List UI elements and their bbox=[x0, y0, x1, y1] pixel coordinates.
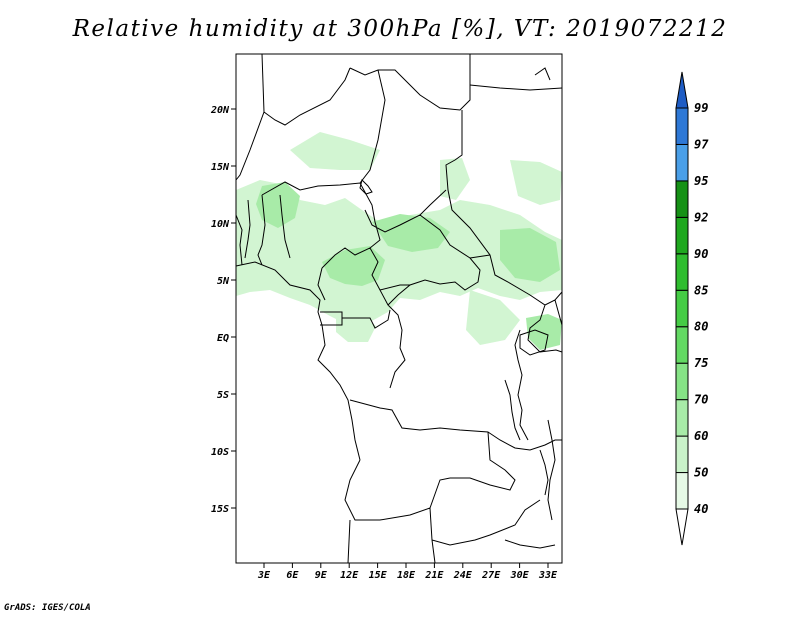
colorbar-segment bbox=[675, 472, 689, 510]
lat-label: 5S bbox=[217, 390, 229, 401]
colorbar-segment bbox=[675, 326, 689, 364]
coastline bbox=[235, 261, 556, 521]
humidity-patch-lake-region bbox=[526, 314, 562, 350]
red-sea-coast bbox=[469, 67, 563, 91]
colorbar-label: 85 bbox=[694, 283, 708, 297]
humidity-patch-gabon bbox=[336, 314, 376, 342]
colorbar: 40 50 60 70 75 80 85 90 92 95 97 99 bbox=[675, 71, 709, 546]
grads-credit: GrADS: IGES/COLA bbox=[4, 603, 91, 613]
lat-label: 10S bbox=[211, 447, 229, 458]
humidity-patch-chad bbox=[372, 214, 450, 252]
lon-label: 15E bbox=[369, 570, 388, 581]
lat-label: EQ bbox=[217, 333, 229, 344]
humidity-patch-north-sahel bbox=[290, 132, 380, 170]
colorbar-label: 95 bbox=[694, 174, 708, 188]
humidity-patch-congo-north bbox=[466, 290, 520, 345]
lon-label: 21E bbox=[424, 570, 444, 581]
colorbar-label: 99 bbox=[694, 101, 708, 115]
humidity-patch-cameroon bbox=[322, 246, 385, 286]
colorbar-label: 60 bbox=[694, 429, 708, 443]
humidity-shading bbox=[236, 132, 562, 350]
humidity-band-west-africa bbox=[236, 180, 562, 326]
lon-label: 33E bbox=[538, 570, 558, 581]
lon-label: 27E bbox=[481, 570, 501, 581]
humidity-patch-sudan-northeast bbox=[510, 160, 562, 205]
colorbar-label: 97 bbox=[694, 137, 709, 151]
colorbar-label: 75 bbox=[694, 356, 708, 370]
lake-tanganyika bbox=[504, 379, 521, 441]
lat-axis: 20N 15N 10N 5N EQ 5S 10S 15S bbox=[210, 105, 236, 515]
lon-label: 24E bbox=[453, 570, 473, 581]
colorbar-label: 40 bbox=[694, 502, 708, 516]
humidity-patch-nigeria bbox=[256, 182, 300, 228]
colorbar-segment bbox=[675, 253, 689, 291]
lon-axis: 3E 6E 9E 12E 15E 18E 21E 24E 27E 30E 33E bbox=[257, 563, 558, 581]
colorbar-label: 70 bbox=[694, 393, 708, 407]
colorbar-segment bbox=[675, 435, 689, 474]
lon-label: 18E bbox=[397, 570, 416, 581]
colorbar-label: 90 bbox=[694, 247, 708, 261]
lat-label: 15S bbox=[211, 504, 229, 515]
map-frame bbox=[235, 53, 563, 564]
lat-label: 20N bbox=[210, 105, 230, 116]
lon-label: 12E bbox=[340, 570, 359, 581]
lon-label: 30E bbox=[510, 570, 530, 581]
lat-label: 15N bbox=[211, 162, 230, 173]
colorbar-segment bbox=[675, 107, 689, 145]
colorbar-segment bbox=[675, 289, 689, 328]
colorbar-label: 92 bbox=[694, 210, 708, 224]
lon-label: 6E bbox=[286, 570, 299, 581]
colorbar-label: 50 bbox=[694, 466, 708, 480]
chart-title: Relative humidity at 300hPa [%], VT: 201… bbox=[72, 16, 728, 42]
colorbar-segment bbox=[675, 399, 689, 437]
lake-chad bbox=[359, 179, 373, 195]
colorbar-segment bbox=[675, 143, 689, 182]
lon-label: 9E bbox=[315, 570, 328, 581]
colorbar-upper-triangle bbox=[675, 71, 689, 109]
country-borders bbox=[235, 53, 563, 564]
colorbar-lower-triangle bbox=[675, 508, 689, 546]
lat-label: 10N bbox=[211, 219, 230, 230]
lake-victoria bbox=[519, 329, 549, 356]
lake-malawi bbox=[539, 449, 549, 496]
map-frame-group bbox=[235, 53, 563, 564]
lon-label: 3E bbox=[257, 570, 271, 581]
colorbar-segment bbox=[675, 180, 689, 218]
humidity-patch-ethiopia bbox=[440, 158, 470, 200]
colorbar-segment bbox=[675, 216, 689, 255]
humidity-patch-sudan-east bbox=[500, 228, 560, 282]
colorbar-label: 80 bbox=[694, 320, 708, 334]
colorbar-segment bbox=[675, 362, 689, 401]
lat-label: 5N bbox=[217, 276, 230, 287]
